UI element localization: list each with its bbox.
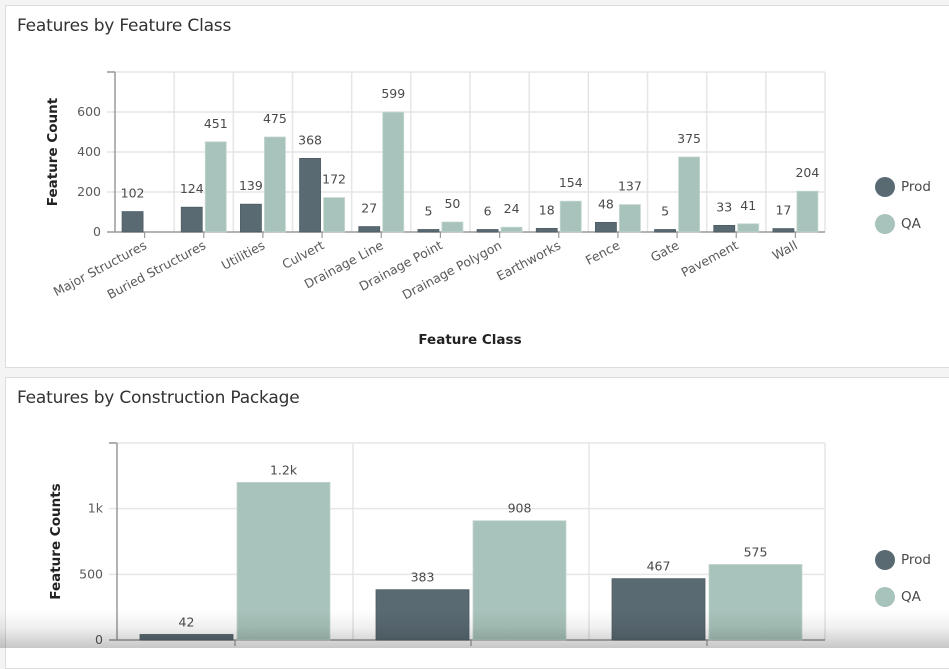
x-category-label: Drainage Polygon [400,237,504,302]
bar-value-label: 383 [411,570,435,585]
bar-value-label: 451 [204,116,228,131]
bar-qa [382,111,405,233]
legend-label: QA [901,216,921,232]
bar-value-label: 24 [504,201,520,216]
bar-qa [619,204,641,233]
y-tick-label: 200 [77,184,101,199]
bar-value-label: 154 [559,175,583,190]
bar-prod [121,211,144,233]
bar-prod [713,224,736,233]
legend-item-prod[interactable]: Prod [875,550,931,570]
y-tick-label: 0 [93,224,101,239]
bar-prod [476,229,499,233]
chart2-legend: Prod QA [875,550,931,624]
bar-value-label: 1.2k [270,462,298,477]
y-tick-label: 400 [77,144,101,159]
bar-qa [236,481,331,641]
feature-class-panel: Features by Feature Class [5,5,949,368]
legend-label: QA [901,589,921,605]
bar-value-label: 137 [618,179,642,194]
bar-value-label: 42 [179,614,195,629]
bar-value-label: 204 [795,165,819,180]
x-category-label: Pavement [679,237,741,280]
y-tick-label: 500 [79,566,103,581]
legend-label: Prod [901,179,931,195]
bar-qa [737,223,760,233]
x-category-label: Fence [583,237,623,268]
bar-prod [299,157,321,233]
bar-prod [772,228,795,233]
bar-prod [240,203,262,233]
bar-value-label: 6 [484,204,492,219]
bar-prod [417,229,440,233]
bar-value-label: 375 [677,131,701,146]
bar-qa [708,564,803,641]
bar-prod [654,229,676,233]
bar-qa [500,226,523,233]
bar-value-label: 102 [121,186,145,201]
bar-value-label: 139 [239,178,263,193]
qa-swatch-icon [875,587,895,607]
bar-value-label: 33 [716,199,732,214]
x-category-label: Buried Structures [105,237,209,302]
bar-qa [796,190,819,233]
bar-value-label: 50 [444,196,460,211]
bar-value-label: 124 [180,181,204,196]
prod-swatch-icon [875,550,895,570]
x-category-label: Gate [648,237,682,264]
bar-qa [559,200,582,233]
panel-title: Features by Feature Class [17,16,232,36]
bar-value-label: 5 [424,204,432,219]
x-category-label: Wall [770,237,800,263]
bar-prod [180,206,203,233]
legend-item-qa[interactable]: QA [875,214,931,234]
bar-qa [472,520,567,641]
bar-prod [139,634,234,641]
chart1-legend: Prod QA [875,177,931,251]
y-axis-title: Feature Counts [48,483,64,599]
bar-value-label: 27 [361,201,377,216]
x-axis-title: Feature Class [418,332,521,348]
bar-qa [678,156,700,233]
bar-value-label: 41 [740,198,756,213]
prod-swatch-icon [875,177,895,197]
bar-qa [204,141,227,233]
legend-item-prod[interactable]: Prod [875,177,931,197]
y-tick-label: 0 [95,632,103,647]
bar-value-label: 368 [298,132,322,147]
bar-value-label: 18 [539,202,555,217]
x-category-label: Culvert [279,237,326,272]
bar-qa [323,197,345,233]
bar-value-label: 172 [322,172,346,187]
bar-value-label: 5 [661,204,669,219]
x-category-label: Utilities [219,237,268,272]
bar-prod [375,589,470,641]
bar-value-label: 908 [508,501,532,516]
bar-value-label: 17 [775,203,791,218]
bar-qa [264,136,286,233]
bar-prod [358,226,381,233]
x-category-label: Earthworks [494,237,563,283]
bar-prod [611,578,706,641]
bar-value-label: 575 [744,544,768,559]
bar-qa [441,221,464,233]
y-tick-label: 600 [77,104,101,119]
bar-prod [535,227,558,233]
bar-value-label: 475 [263,111,287,126]
bar-value-label: 599 [381,86,405,101]
bar-value-label: 467 [647,559,671,574]
bar-prod [595,221,617,233]
y-axis-title: Feature Count [45,97,61,206]
qa-swatch-icon [875,214,895,234]
legend-label: Prod [901,552,931,568]
y-tick-label: 1k [88,501,104,516]
legend-item-qa[interactable]: QA [875,587,931,607]
panel-title: Features by Construction Package [17,388,300,408]
bar-value-label: 48 [598,196,614,211]
